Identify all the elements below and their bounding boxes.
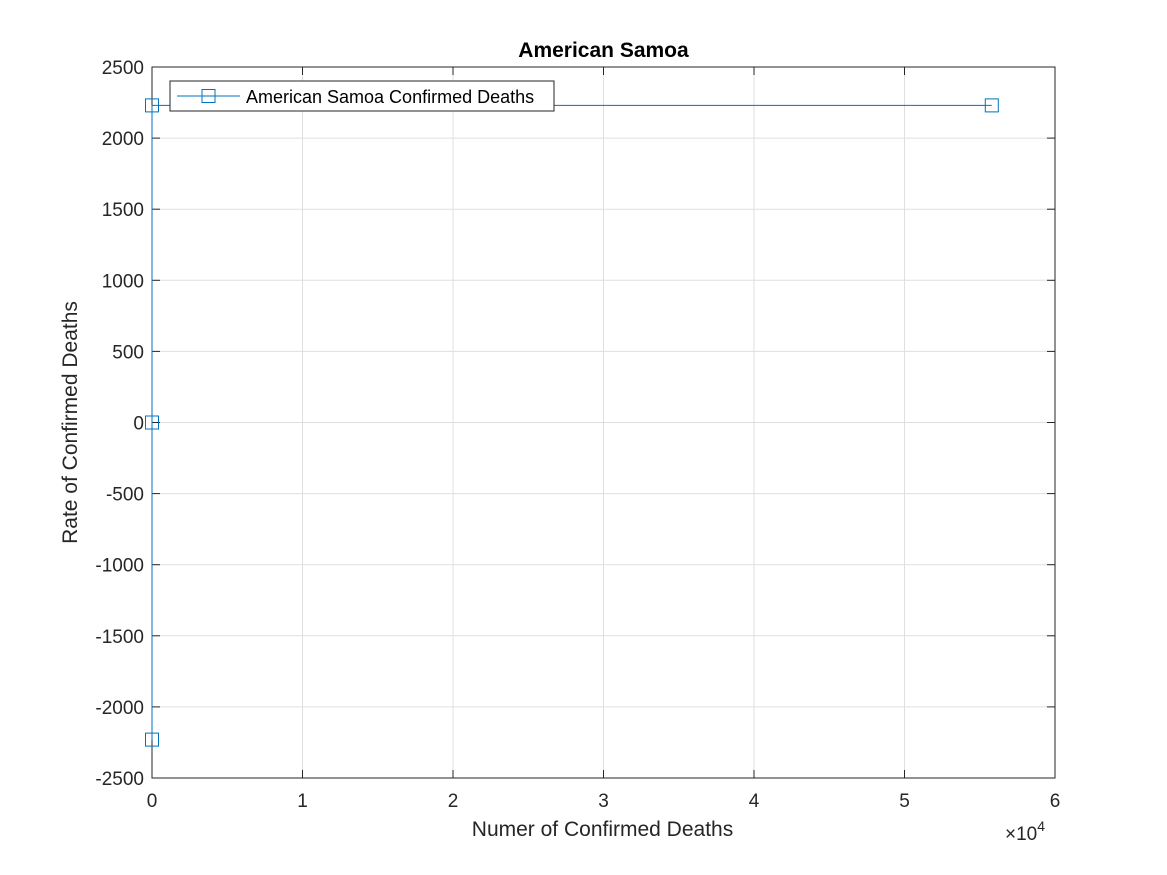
x-tick-label: 3 — [598, 791, 609, 812]
x-tick-label: 4 — [749, 791, 760, 812]
x-tick-label: 6 — [1050, 791, 1061, 812]
y-tick-label: 2500 — [102, 58, 144, 79]
x-exponent-power: 4 — [1037, 818, 1045, 834]
axis-ticks: 0 1 2 3 4 5 6 -2500 -2000 -1500 -1000 -500 0 500 1000 1… — [95, 58, 1060, 812]
y-tick-label: 0 — [133, 414, 144, 435]
x-exponent-base: ×10 — [1005, 824, 1037, 845]
y-tick-label: 2000 — [102, 129, 144, 150]
series-layer — [145, 98, 999, 747]
y-tick-label: 1500 — [102, 200, 144, 221]
data-point-marker — [145, 415, 159, 430]
grid — [151, 66, 1056, 779]
y-tick-label: -2500 — [95, 769, 144, 790]
x-axis-label: Numer of Confirmed Deaths — [472, 818, 733, 841]
legend: American Samoa Confirmed Deaths — [169, 80, 555, 112]
x-tick-label: 2 — [448, 791, 459, 812]
legend-entry-label: American Samoa Confirmed Deaths — [246, 87, 534, 107]
y-tick-label: -1000 — [95, 556, 144, 577]
data-point-marker — [984, 98, 999, 113]
x-tick-label: 5 — [899, 791, 910, 812]
y-tick-label: -500 — [106, 485, 144, 506]
y-tick-label: 500 — [112, 342, 144, 363]
data-point-marker — [145, 98, 159, 113]
legend-box — [169, 80, 555, 112]
data-point-marker — [145, 732, 159, 747]
x-tick-label: 1 — [297, 791, 308, 812]
y-axis-label: Rate of Confirmed Deaths — [59, 301, 82, 544]
y-tick-label: -1500 — [95, 627, 144, 648]
chart-title: American Samoa — [518, 39, 689, 62]
x-tick-label: 0 — [147, 791, 158, 812]
y-tick-label: -2000 — [95, 698, 144, 719]
x-axis-exponent: ×104 — [1005, 818, 1045, 845]
series-line — [151, 104, 992, 740]
y-tick-label: 1000 — [102, 271, 144, 292]
legend-marker-icon — [201, 89, 216, 103]
